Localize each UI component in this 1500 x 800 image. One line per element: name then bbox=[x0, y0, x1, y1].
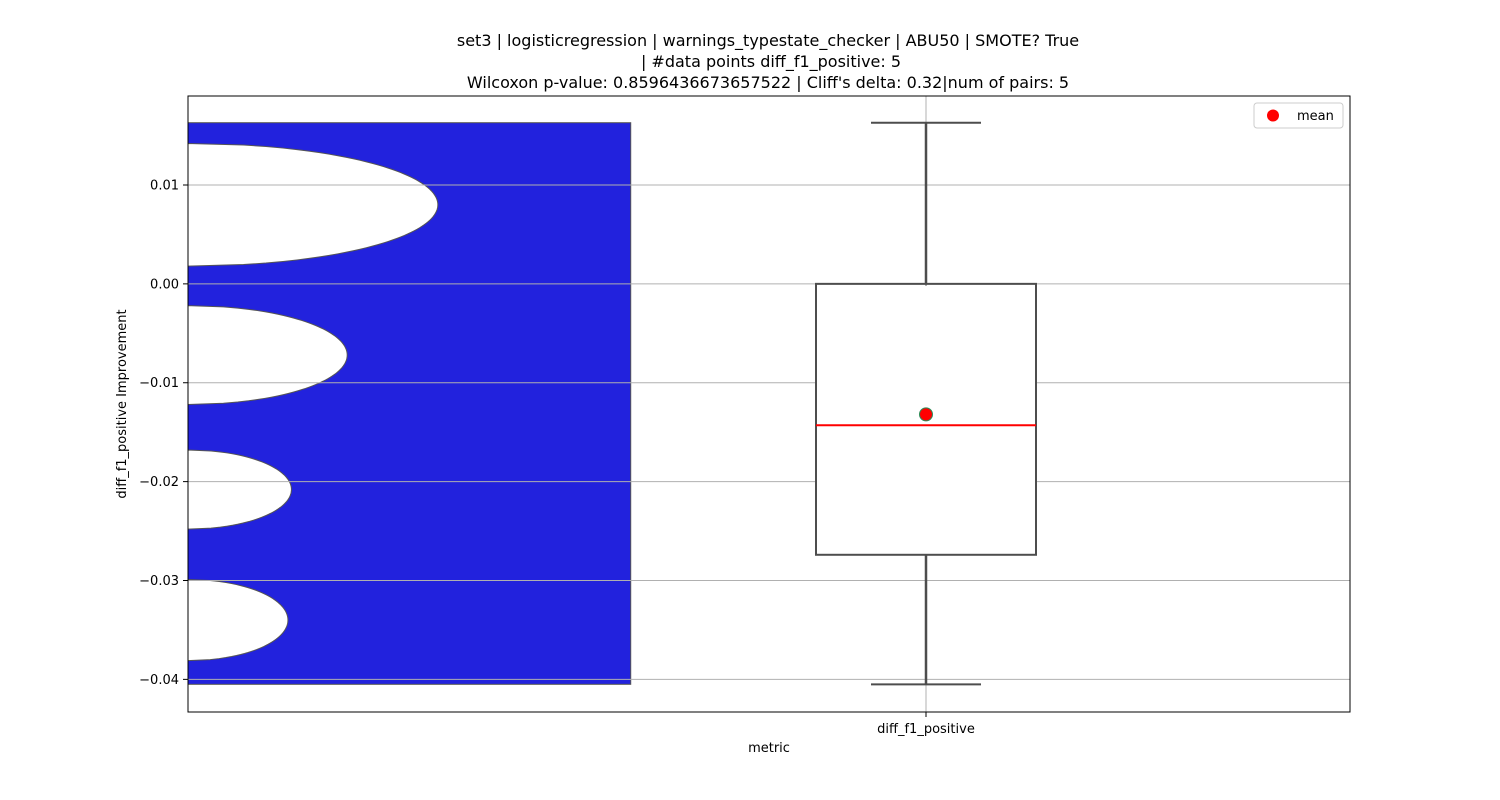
legend-frame bbox=[1253, 102, 1344, 129]
tick-layer: 0.01 0.00 −0.01 −0.02 −0.03 −0.04 diff_f1_posi… bbox=[139, 178, 975, 737]
violin-gap-2 bbox=[187, 305, 348, 406]
y-tick-label-1: 0.00 bbox=[150, 277, 179, 292]
box-layer bbox=[815, 121, 1037, 686]
chart-title-line-2: | #data points diff_f1_positive: 5 bbox=[641, 52, 901, 72]
legend: mean bbox=[1253, 102, 1344, 129]
plot-frame bbox=[187, 95, 1351, 713]
legend-mean-marker bbox=[1267, 109, 1279, 122]
violin-gap-4 bbox=[187, 578, 289, 662]
violin-gap-3 bbox=[187, 449, 292, 530]
legend-mean-label: mean bbox=[1297, 109, 1334, 124]
violin-layer bbox=[187, 122, 632, 685]
violin-gap-1 bbox=[187, 142, 439, 267]
x-tick-label: diff_f1_positive bbox=[877, 722, 975, 737]
y-tick-label-2: −0.01 bbox=[139, 376, 179, 391]
chart-title-line-1: set3 | logisticregression | warnings_typ… bbox=[457, 31, 1079, 51]
y-tick-label-0: 0.01 bbox=[150, 178, 179, 193]
y-tick-label-3: −0.02 bbox=[139, 475, 179, 490]
y-tick-label-5: −0.04 bbox=[139, 673, 179, 688]
y-tick-label-4: −0.03 bbox=[139, 574, 179, 589]
mean-marker bbox=[919, 407, 933, 422]
violin-body bbox=[188, 122, 631, 685]
x-axis-label: metric bbox=[748, 741, 790, 756]
chart-title-line-3: Wilcoxon p-value: 0.8596436673657522 | C… bbox=[467, 73, 1069, 92]
y-axis-label: diff_f1_positive Improvement bbox=[115, 309, 130, 498]
